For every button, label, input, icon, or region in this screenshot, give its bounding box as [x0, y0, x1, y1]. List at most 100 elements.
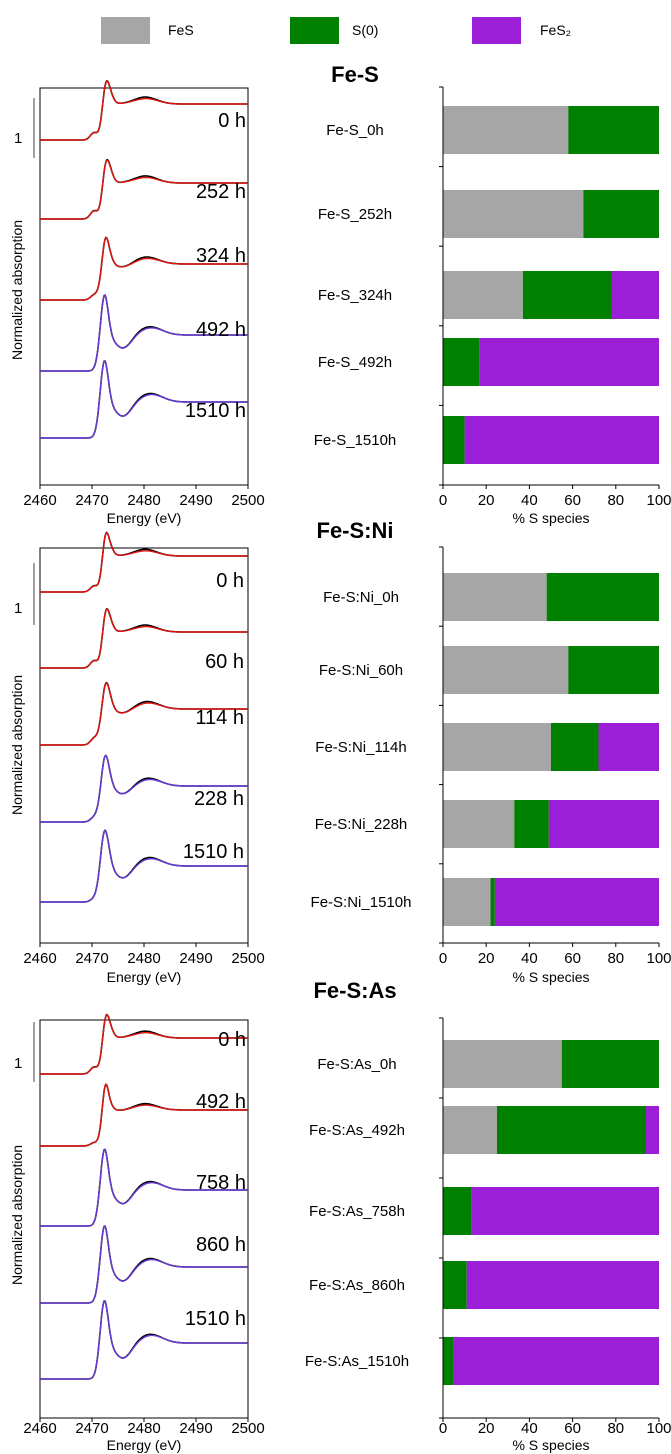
legend-swatch-2: [472, 17, 521, 44]
bar-segment-FeS₂: [464, 416, 659, 464]
spectra-ylabel: Normalized absorption: [9, 675, 25, 815]
bar-segment-FeS₂: [598, 723, 659, 771]
legend: FeS S(0) FeS₂: [101, 17, 571, 44]
time-label: 492 h: [196, 319, 246, 341]
spectra-xtick-label: 2490: [179, 950, 212, 967]
scale-bar-label: 1: [14, 600, 22, 617]
bars-xtick-label: 0: [439, 950, 447, 967]
time-label: 0 h: [216, 570, 244, 592]
bar-segment-S(0): [443, 416, 465, 464]
spectra-plot: 2460 2470 2480 2490 2500 Energy (eV) Normalize…: [9, 531, 265, 985]
bar-segment-S(0): [443, 338, 480, 386]
spectrum-fit: [40, 1225, 248, 1304]
sample-label: Fe-S_1510h: [314, 432, 397, 449]
spectra-xtick-label: 2470: [75, 492, 108, 509]
bars-xtick-label: 20: [478, 950, 495, 967]
sample-label: Fe-S:Ni_1510h: [311, 894, 412, 911]
sample-label: Fe-S:As_860h: [309, 1277, 405, 1294]
panels: Fe-S 2460 2470 2480 2490 2500 Energy (eV) Norma…: [9, 62, 671, 1453]
spectrum-experimental: [40, 79, 248, 141]
legend-label-2: FeS₂: [540, 22, 571, 38]
time-label: 860 h: [196, 1234, 246, 1256]
panel-1: Fe-S:Ni 2460 2470 2480 2490 2500 Energy (eV) No…: [9, 518, 671, 985]
bars-xtick-label: 100: [646, 492, 671, 509]
bars-xtick-label: 40: [521, 492, 538, 509]
bar-segment-FeS: [443, 573, 547, 621]
spectrum-fit: [40, 1148, 248, 1227]
spectra-xtick-label: 2460: [23, 1420, 56, 1437]
time-label: 324 h: [196, 245, 246, 267]
bars-xtick-label: 40: [521, 950, 538, 967]
bar-segment-FeS: [443, 878, 491, 926]
spectra-frame: [39, 1019, 249, 1419]
bar-segment-FeS₂: [611, 271, 659, 319]
spectra-xtick-label: 2460: [23, 492, 56, 509]
spectra-xtick-label: 2480: [127, 1420, 160, 1437]
bar-segment-S(0): [497, 1106, 647, 1154]
time-label: 0 h: [218, 1029, 246, 1051]
time-label: 758 h: [196, 1172, 246, 1194]
spectra-plot: 2460 2470 2480 2490 2500 Energy (eV) Normalize…: [9, 79, 265, 526]
species-bar-chart: Fe-S:Ni_0h Fe-S:Ni_60h Fe-S:Ni_114h Fe-S:Ni…: [311, 546, 671, 985]
bars-xlabel: % S species: [512, 1437, 589, 1453]
bar-segment-FeS: [443, 1106, 497, 1154]
bars-xtick-label: 40: [521, 1420, 538, 1437]
sample-label: Fe-S:As_0h: [317, 1056, 396, 1073]
spectra-xlabel: Energy (eV): [107, 510, 182, 526]
bar-segment-S(0): [522, 271, 612, 319]
sample-label: Fe-S:As_492h: [309, 1122, 405, 1139]
sample-label: Fe-S:Ni_228h: [315, 816, 408, 833]
spectrum-fit: [40, 80, 248, 141]
time-label: 114 h: [195, 707, 244, 729]
bar-segment-S(0): [514, 800, 549, 848]
sample-label: Fe-S_252h: [318, 206, 392, 223]
sample-label: Fe-S_0h: [326, 122, 384, 139]
spectra-xtick-label: 2500: [231, 492, 264, 509]
spectrum-fit: [40, 1300, 248, 1380]
legend-label-1: S(0): [352, 22, 378, 38]
spectra-xtick-label: 2470: [75, 950, 108, 967]
sample-label: Fe-S_492h: [318, 354, 392, 371]
bars-xtick-label: 80: [607, 950, 624, 967]
bars-xtick-label: 60: [564, 1420, 581, 1437]
spectra-xtick-label: 2480: [127, 950, 160, 967]
spectrum-fit: [40, 1014, 248, 1075]
legend-swatch-0: [101, 17, 150, 44]
time-label: 60 h: [205, 651, 244, 673]
bar-segment-FeS₂: [646, 1106, 659, 1154]
spectra-xtick-label: 2490: [179, 1420, 212, 1437]
scale-bar-label: 1: [14, 130, 22, 147]
spectrum-fit: [40, 1082, 248, 1147]
bars-xlabel: % S species: [512, 969, 589, 985]
bars-xtick-label: 80: [607, 1420, 624, 1437]
spectra-xlabel: Energy (eV): [107, 969, 182, 985]
bar-segment-FeS: [443, 1040, 562, 1088]
bar-segment-S(0): [568, 106, 659, 154]
time-label: 228 h: [194, 788, 244, 810]
spectrum-experimental: [40, 1013, 248, 1075]
spectra-xtick-label: 2480: [127, 492, 160, 509]
bar-segment-S(0): [568, 646, 659, 694]
legend-swatch-1: [290, 17, 339, 44]
bar-segment-FeS₂: [479, 338, 659, 386]
spectrum-fit: [40, 159, 248, 220]
spectrum-fit: [40, 608, 248, 669]
bars-xtick-label: 100: [646, 1420, 671, 1437]
spectra-xtick-label: 2470: [75, 1420, 108, 1437]
spectrum-fit: [40, 294, 248, 372]
bar-segment-FeS₂: [494, 878, 659, 926]
bar-segment-FeS: [443, 271, 523, 319]
bar-segment-S(0): [583, 190, 659, 238]
bar-segment-FeS₂: [471, 1187, 659, 1235]
sample-label: Fe-S:Ni_114h: [315, 739, 406, 756]
sample-label: Fe-S:Ni_60h: [319, 662, 403, 679]
spectra-frame: [39, 87, 249, 486]
spectra-ylabel: Normalized absorption: [9, 220, 25, 360]
bar-segment-FeS₂: [453, 1337, 659, 1385]
spectra-ylabel: Normalized absorption: [9, 1145, 25, 1285]
sample-label: Fe-S:As_758h: [309, 1203, 405, 1220]
time-label: 0 h: [218, 110, 246, 132]
legend-label-0: FeS: [168, 22, 194, 38]
spectra-xtick-label: 2460: [23, 950, 56, 967]
bars-xtick-label: 60: [564, 950, 581, 967]
